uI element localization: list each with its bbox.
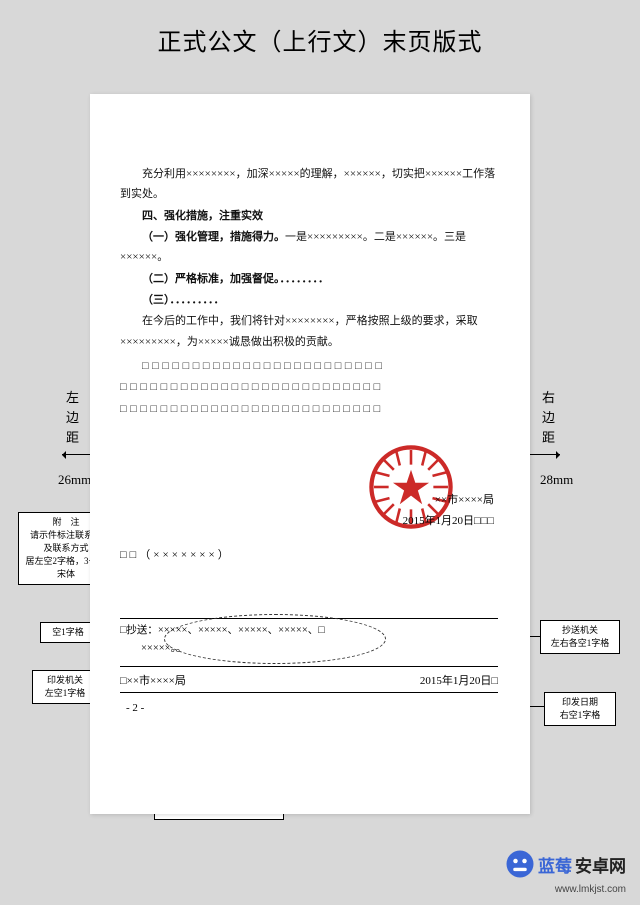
anno-issue-date: 印发日期 右空1字格 bbox=[544, 692, 616, 726]
page-number: - 2 - bbox=[126, 702, 144, 714]
watermark-url: www.lmkjst.com bbox=[555, 884, 626, 895]
placeholder-boxes-2: □□□□□□□□□□□□□□□□□□□□□□□□□□ bbox=[120, 377, 498, 397]
subheading-3: （三）．．．．．．．．． bbox=[120, 290, 498, 310]
placeholder-boxes-1: □□□□□□□□□□□□□□□□□□□□□□□□ bbox=[120, 356, 498, 376]
signature-block: ××市××××局 2015年1月20日□□□ bbox=[403, 490, 494, 532]
copy-send-block: □抄送：×××××、×××××、×××××、×××××、□ ×××××。。 bbox=[120, 622, 498, 659]
anno-issuer: 印发机关 左空1字格 bbox=[32, 670, 98, 704]
right-margin-mm: 28mm bbox=[540, 472, 573, 489]
copy-send-label: □抄送： bbox=[120, 625, 158, 636]
sh1-bold: （一）强化管理，措施得力。 bbox=[142, 231, 285, 243]
heading-4: 四、强化措施，注重实效 bbox=[120, 206, 498, 226]
placeholder-boxes-3: □□□□□□□□□□□□□□□□□□□□□□□□□□ bbox=[120, 399, 498, 419]
anno-issue-date-l1: 印发日期 bbox=[550, 696, 610, 709]
attachment-note: □□（×××××××） bbox=[120, 546, 232, 562]
copy-send-l2: ×××××。。 bbox=[141, 643, 186, 654]
left-margin-char3: 距 bbox=[66, 430, 79, 447]
watermark-icon bbox=[505, 849, 535, 879]
right-margin-char2: 边 bbox=[542, 410, 555, 427]
document-body: 充分利用××××××××，加深×××××的理解，××××××，切实把××××××… bbox=[120, 164, 498, 420]
divider-bot bbox=[120, 692, 498, 693]
left-margin-mm: 26mm bbox=[58, 472, 91, 489]
watermark-text2: 安卓网 bbox=[575, 852, 626, 877]
para-1: 充分利用××××××××，加深×××××的理解，××××××，切实把××××××… bbox=[120, 164, 498, 205]
left-margin-char1: 左 bbox=[66, 390, 79, 407]
anno-issuer-l2: 左空1字格 bbox=[38, 687, 92, 700]
anno-issuer-l1: 印发机关 bbox=[38, 674, 92, 687]
issue-row: □××市××××局 2015年1月20日□ bbox=[120, 672, 498, 688]
anno-recipient-l2: 左右各空1字格 bbox=[546, 637, 614, 650]
watermark: 蓝莓安卓网 bbox=[505, 849, 626, 879]
copy-send-l1: ×××××、×××××、×××××、×××××、□ bbox=[158, 625, 325, 636]
right-margin-char3: 距 bbox=[542, 430, 555, 447]
subheading-1: （一）强化管理，措施得力。一是×××××××××。二是××××××。三是××××… bbox=[120, 227, 498, 268]
anno-issue-date-l2: 右空1字格 bbox=[550, 709, 610, 722]
divider-mid bbox=[120, 666, 498, 667]
anno-space1: 空1字格 bbox=[40, 622, 96, 643]
anno-recipient: 抄送机关 左右各空1字格 bbox=[540, 620, 620, 654]
signature-org: ××市××××局 bbox=[403, 490, 494, 511]
document-page: 充分利用××××××××，加深×××××的理解，××××××，切实把××××××… bbox=[90, 94, 530, 814]
signature-date: 2015年1月20日□□□ bbox=[403, 511, 494, 532]
anno-recipient-l1: 抄送机关 bbox=[546, 624, 614, 637]
issue-date: 2015年1月20日□ bbox=[420, 672, 498, 688]
issue-org: □××市××××局 bbox=[120, 672, 186, 688]
para-2: 在今后的工作中，我们将针对××××××××，严格按照上级的要求，采取××××××… bbox=[120, 311, 498, 352]
page-title: 正式公文（上行文）末页版式 bbox=[0, 0, 640, 71]
watermark-text1: 蓝莓 bbox=[538, 852, 572, 877]
divider-top bbox=[120, 618, 498, 619]
left-margin-char2: 边 bbox=[66, 410, 79, 427]
subheading-2: （二）严格标准，加强督促。．．．．．．．． bbox=[120, 269, 498, 289]
right-margin-char1: 右 bbox=[542, 390, 555, 407]
